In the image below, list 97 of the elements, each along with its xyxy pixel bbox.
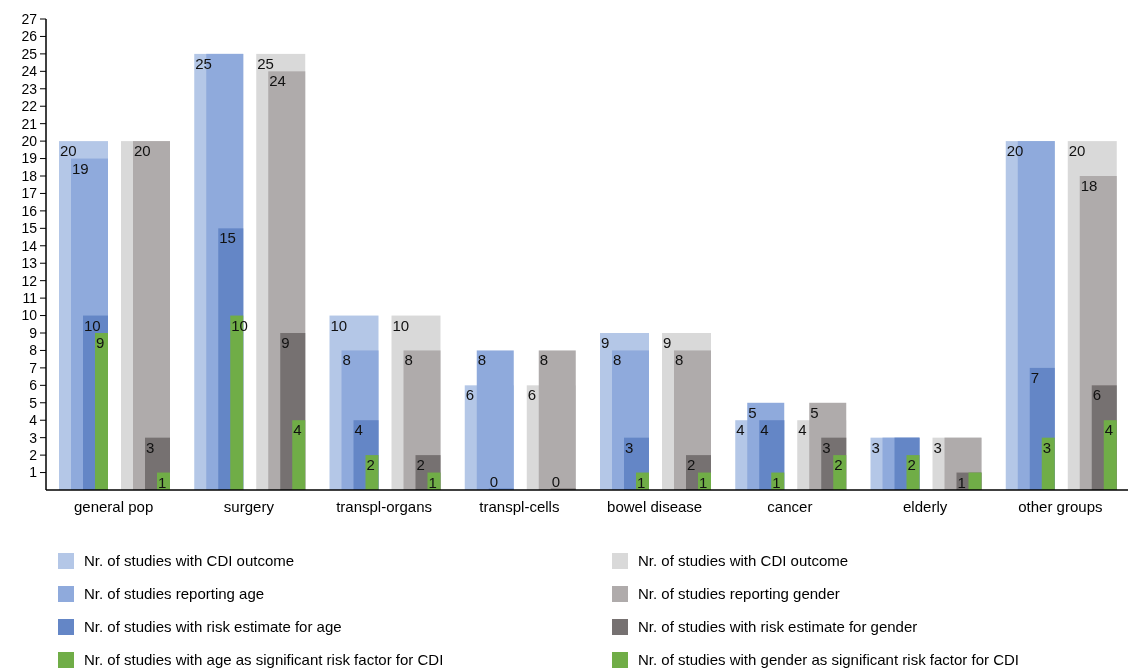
- y-tick-label: 27: [21, 10, 38, 27]
- legend-label: Nr. of studies with risk estimate for gender: [638, 618, 918, 636]
- y-tick-label: 16: [21, 202, 38, 219]
- data-label: 24: [269, 72, 286, 90]
- y-tick-label: 10: [21, 307, 38, 324]
- data-label: 1: [637, 473, 646, 491]
- data-label: 8: [477, 351, 487, 369]
- x-tick-label: elderly: [903, 498, 948, 515]
- data-label: 4: [736, 421, 745, 439]
- data-label: 1: [699, 473, 708, 491]
- y-tick-label: 1: [29, 464, 38, 481]
- data-label: 8: [613, 351, 622, 369]
- data-label: 2: [907, 456, 916, 474]
- y-tick-label: 13: [21, 255, 38, 272]
- data-label: 5: [810, 403, 819, 421]
- y-tick-label: 24: [21, 63, 38, 80]
- data-label: 8: [539, 351, 549, 369]
- data-label: 18: [1080, 177, 1098, 194]
- y-tick-label: 26: [21, 28, 38, 45]
- data-label: 25: [257, 54, 274, 72]
- y-tick-label: 8: [29, 342, 38, 359]
- y-tick-label: 23: [21, 80, 38, 97]
- data-label: 4: [760, 421, 769, 439]
- data-label: 4: [293, 421, 302, 439]
- legend-label: Nr. of studies with CDI outcome: [638, 552, 849, 570]
- x-tick-label: surgery: [223, 498, 275, 515]
- data-label: 1: [158, 473, 167, 491]
- data-label: 8: [404, 351, 413, 369]
- y-tick-label: 7: [29, 359, 38, 376]
- data-label: 8: [675, 351, 684, 369]
- y-tick-label: 22: [21, 98, 38, 115]
- data-label: 10: [84, 316, 101, 334]
- y-tick-label: 18: [21, 167, 38, 184]
- data-label: 3: [933, 438, 942, 456]
- data-label: 4: [798, 421, 807, 439]
- data-label: 9: [601, 334, 610, 351]
- x-tick-label: transpl-cells: [479, 498, 560, 515]
- data-label: 20: [60, 142, 77, 160]
- x-tick-label: transpl-organs: [336, 498, 433, 515]
- legend-label: Nr. of studies reporting age: [84, 585, 265, 603]
- data-label: 5: [748, 403, 757, 421]
- data-label: 15: [219, 229, 236, 247]
- data-label: 6: [1092, 386, 1102, 404]
- data-label: 3: [822, 438, 831, 456]
- data-label: 20: [134, 142, 151, 160]
- data-label: 1: [428, 473, 437, 491]
- data-label: 7: [1030, 368, 1040, 386]
- data-label: 20: [1068, 142, 1086, 160]
- y-tick-label: 5: [29, 394, 38, 411]
- x-tick-label: general pop: [74, 498, 154, 515]
- x-tick-label: bowel disease: [607, 498, 703, 515]
- data-label: 0: [551, 473, 561, 490]
- y-tick-label: 11: [22, 290, 38, 307]
- data-label: 10: [392, 316, 410, 334]
- data-label: 19: [72, 159, 89, 177]
- x-tick-label: other groups: [1018, 498, 1103, 515]
- data-label: 4: [1104, 421, 1114, 439]
- y-tick-label: 15: [21, 220, 38, 237]
- y-tick-label: 4: [29, 412, 38, 429]
- data-label: 1: [957, 473, 966, 491]
- data-label: 3: [1042, 438, 1052, 456]
- data-label: 3: [871, 438, 880, 456]
- y-tick-label: 9: [29, 324, 38, 341]
- legend-label: Nr. of studies with risk estimate for age: [84, 618, 342, 636]
- data-label: 6: [465, 386, 475, 404]
- data-label: 20: [1006, 142, 1024, 160]
- legend-label: Nr. of studies with gender as significant risk factor for CDI: [638, 651, 1019, 669]
- y-tick-label: 6: [29, 377, 38, 394]
- y-tick-label: 20: [21, 133, 38, 150]
- y-tick-label: 19: [21, 150, 38, 167]
- legend-label: Nr. of studies with CDI outcome: [84, 552, 295, 570]
- data-label: 10: [330, 316, 348, 334]
- data-label: 9: [663, 334, 672, 351]
- y-tick-label: 12: [21, 272, 38, 289]
- legend-label: Nr. of studies reporting gender: [638, 585, 840, 603]
- data-label: 6: [527, 386, 537, 404]
- y-tick-label: 3: [29, 429, 38, 446]
- data-label: 2: [834, 456, 843, 474]
- data-label: 2: [366, 456, 375, 474]
- data-label: 0: [489, 473, 499, 490]
- legend-label: Nr. of studies with age as significant risk factor for CDI: [84, 651, 444, 669]
- data-label: 2: [687, 456, 696, 474]
- y-tick-label: 2: [29, 447, 38, 464]
- x-tick-label: cancer: [767, 498, 813, 515]
- data-label: 9: [281, 334, 290, 351]
- data-label: 3: [146, 438, 155, 456]
- data-label: 9: [96, 334, 105, 351]
- data-label: 3: [625, 438, 634, 456]
- data-label: 4: [354, 421, 363, 439]
- y-tick-label: 25: [21, 45, 38, 62]
- y-tick-label: 21: [21, 115, 38, 132]
- data-label: 8: [342, 351, 351, 369]
- data-label: 25: [195, 54, 212, 72]
- data-label: 2: [416, 456, 425, 474]
- y-tick-label: 14: [21, 237, 38, 254]
- data-label: 1: [772, 473, 781, 491]
- y-tick-label: 17: [21, 185, 38, 202]
